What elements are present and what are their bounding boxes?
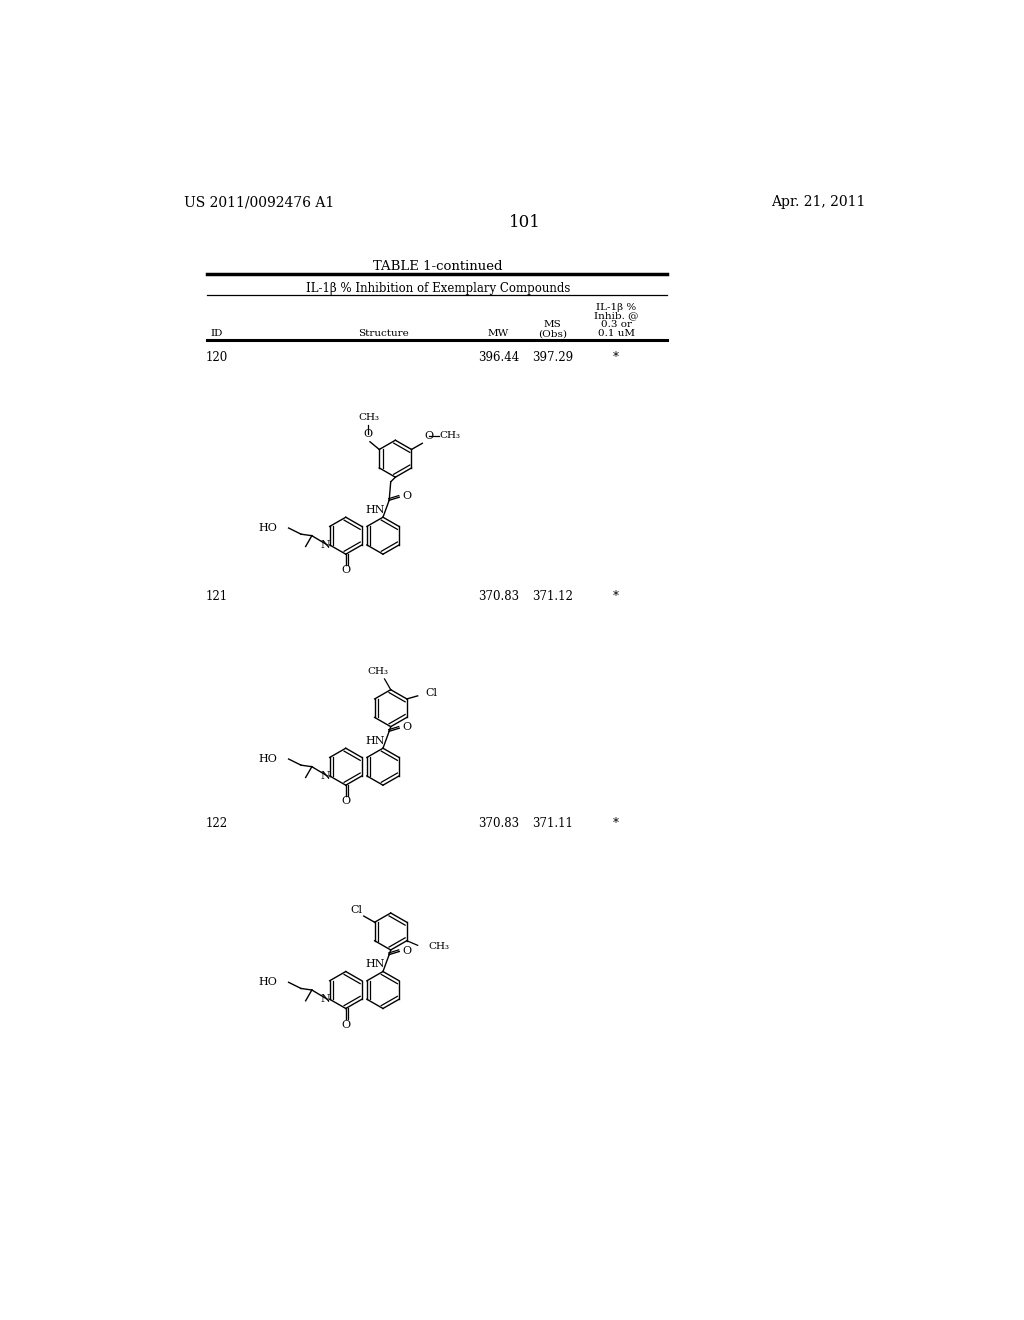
- Text: O: O: [402, 722, 412, 733]
- Text: CH₃: CH₃: [439, 432, 461, 440]
- Text: O: O: [341, 1019, 350, 1030]
- Text: 396.44: 396.44: [478, 351, 519, 364]
- Text: HO: HO: [259, 977, 278, 987]
- Text: N: N: [321, 771, 330, 781]
- Text: N: N: [321, 994, 330, 1005]
- Text: HN: HN: [366, 504, 385, 515]
- Text: 370.83: 370.83: [478, 817, 519, 830]
- Text: CH₃: CH₃: [358, 413, 379, 421]
- Text: HN: HN: [366, 735, 385, 746]
- Text: 370.83: 370.83: [478, 590, 519, 603]
- Text: O: O: [364, 429, 373, 440]
- Text: *: *: [613, 351, 620, 364]
- Text: IL-1β %: IL-1β %: [596, 304, 636, 312]
- Text: 371.11: 371.11: [532, 817, 573, 830]
- Text: *: *: [613, 590, 620, 603]
- Text: HN: HN: [366, 958, 385, 969]
- Text: 0.1 uM: 0.1 uM: [598, 330, 635, 338]
- Text: MS: MS: [544, 321, 561, 329]
- Text: O: O: [402, 945, 412, 956]
- Text: (Obs): (Obs): [539, 330, 567, 338]
- Text: HO: HO: [259, 523, 278, 533]
- Text: TABLE 1-continued: TABLE 1-continued: [374, 260, 503, 273]
- Text: Apr. 21, 2011: Apr. 21, 2011: [771, 195, 866, 210]
- Text: 371.12: 371.12: [532, 590, 573, 603]
- Text: 397.29: 397.29: [532, 351, 573, 364]
- Text: MW: MW: [487, 330, 509, 338]
- Text: O: O: [341, 565, 350, 576]
- Text: US 2011/0092476 A1: US 2011/0092476 A1: [183, 195, 334, 210]
- Text: 121: 121: [206, 590, 228, 603]
- Text: Inhib. @: Inhib. @: [594, 312, 639, 321]
- Text: Cl: Cl: [425, 688, 437, 698]
- Text: 122: 122: [206, 817, 228, 830]
- Text: 120: 120: [206, 351, 228, 364]
- Text: IL-1β % Inhibition of Exemplary Compounds: IL-1β % Inhibition of Exemplary Compound…: [306, 282, 570, 296]
- Text: 101: 101: [509, 214, 541, 231]
- Text: CH₃: CH₃: [368, 667, 389, 676]
- Text: Structure: Structure: [358, 330, 410, 338]
- Text: HO: HO: [259, 754, 278, 764]
- Text: *: *: [613, 817, 620, 830]
- Text: 0.3 or: 0.3 or: [601, 321, 632, 329]
- Text: O: O: [424, 430, 433, 441]
- Text: N: N: [321, 540, 330, 550]
- Text: O: O: [341, 796, 350, 807]
- Text: Cl: Cl: [350, 906, 362, 915]
- Text: O: O: [402, 491, 412, 502]
- Text: ID: ID: [211, 330, 223, 338]
- Text: CH₃: CH₃: [428, 942, 450, 952]
